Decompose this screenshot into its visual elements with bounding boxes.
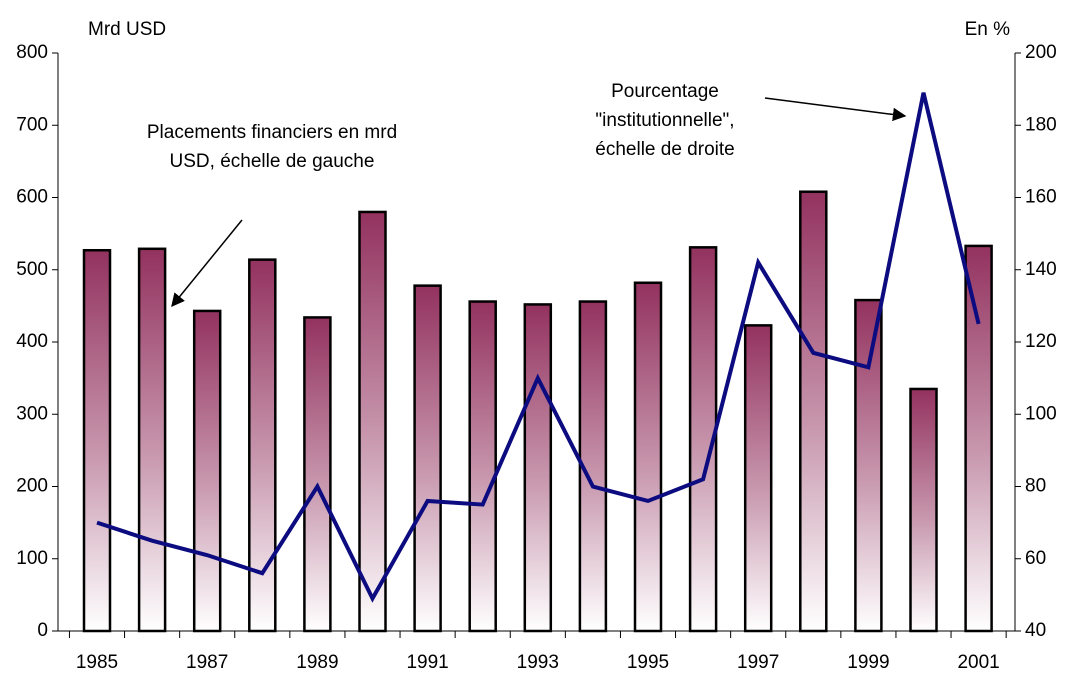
- y-tick-label: 500: [16, 259, 48, 280]
- bar: [964, 244, 993, 633]
- y-tick-label: 100: [16, 548, 48, 569]
- y2-tick-label: 160: [1025, 187, 1057, 208]
- y-tick-label: 800: [16, 42, 48, 63]
- bar: [358, 210, 387, 633]
- annotation: Placements financiers en mrd: [147, 122, 397, 143]
- x-tick-label: 1991: [406, 652, 448, 673]
- annotation-arrow: [171, 219, 243, 308]
- y-tick-label: 200: [16, 476, 48, 497]
- annotation-arrow: [764, 97, 907, 122]
- annotation: Pourcentage: [611, 81, 719, 102]
- y2-tick-label: 100: [1025, 403, 1057, 424]
- y2-tick-label: 180: [1025, 114, 1057, 135]
- bar: [633, 281, 663, 633]
- y2-tick-label: 200: [1025, 42, 1057, 63]
- x-tick-label: 1997: [737, 652, 779, 673]
- bar: [743, 324, 773, 633]
- y2-axis-label: En %: [965, 19, 1011, 40]
- bar: [303, 316, 332, 633]
- y2-tick-label: 140: [1025, 259, 1057, 280]
- y-tick-label: 600: [16, 187, 48, 208]
- x-tick-label: 1985: [76, 652, 118, 673]
- bar: [82, 248, 112, 633]
- y-tick-label: 400: [16, 331, 48, 352]
- annotation: échelle de droite: [595, 139, 734, 160]
- annotation: USD, échelle de gauche: [170, 151, 375, 172]
- annotation: "institutionnelle",: [595, 110, 734, 131]
- y2-tick-label: 120: [1025, 331, 1057, 352]
- bar: [523, 303, 553, 633]
- bar: [799, 190, 828, 633]
- bar: [468, 300, 497, 633]
- y-tick-label: 0: [37, 620, 48, 641]
- bar: [909, 387, 938, 633]
- bar: [854, 298, 883, 633]
- line: [96, 92, 981, 603]
- x-tick-label: 1989: [296, 652, 338, 673]
- bar: [137, 247, 167, 633]
- bar: [192, 309, 222, 633]
- y-tick-label: 300: [16, 403, 48, 424]
- y-tick-label: 700: [16, 114, 48, 135]
- y2-tick-label: 80: [1025, 476, 1046, 497]
- y2-tick-label: 60: [1025, 548, 1046, 569]
- bar: [413, 284, 442, 633]
- x-tick-label: 1999: [847, 652, 889, 673]
- x-tick-label: 1987: [186, 652, 228, 673]
- x-tick-label: 1995: [627, 652, 669, 673]
- y2-tick-label: 40: [1025, 620, 1046, 641]
- y-axis-label: Mrd USD: [88, 19, 166, 40]
- x-tick-label: 2001: [957, 652, 999, 673]
- x-tick-label: 1993: [517, 652, 559, 673]
